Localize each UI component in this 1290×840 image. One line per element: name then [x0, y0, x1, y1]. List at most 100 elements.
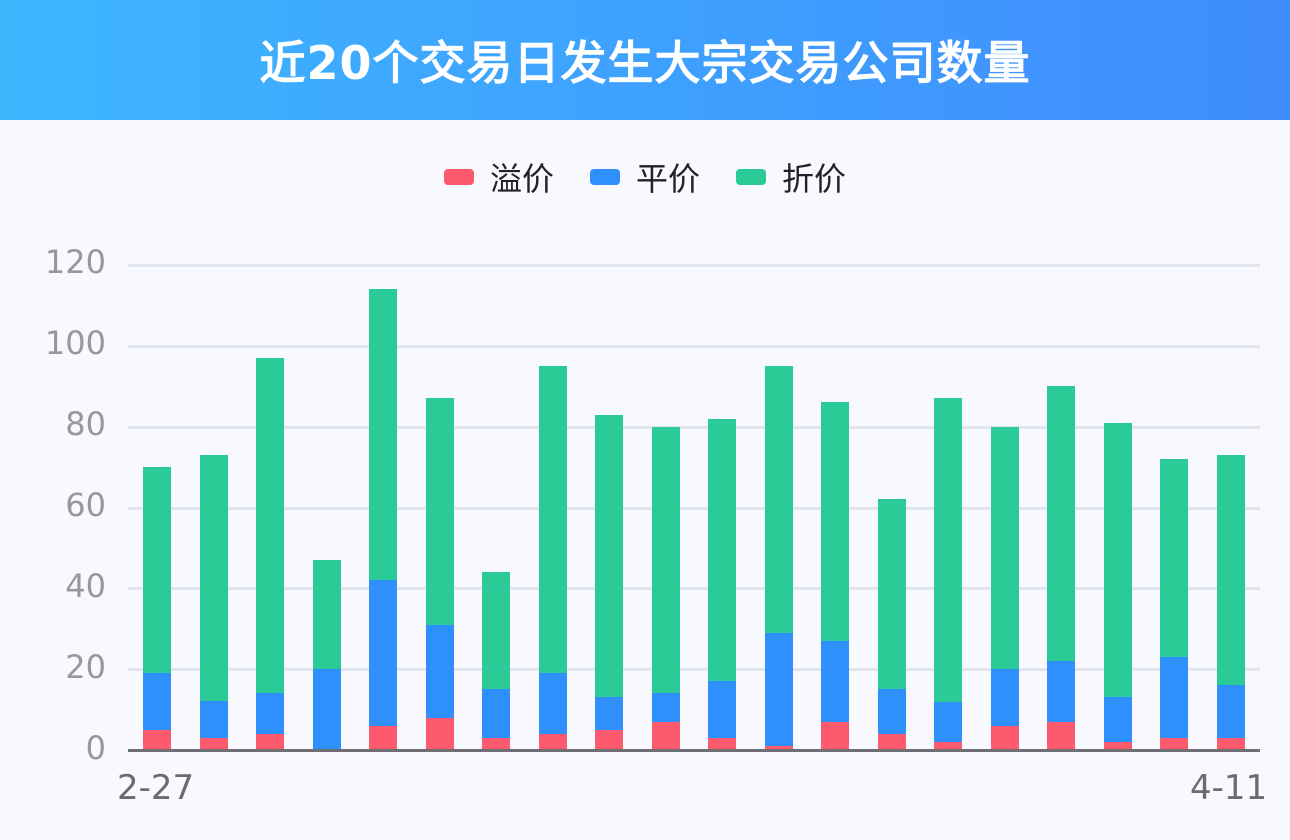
gridline [128, 264, 1260, 267]
bar-segment-par[interactable] [595, 697, 624, 730]
gridline [128, 506, 1260, 510]
bar-segment-premium[interactable] [1047, 721, 1076, 750]
bar-segment-par[interactable] [934, 701, 963, 742]
bar-segment-discount[interactable] [764, 366, 793, 633]
chart-title: 近20个交易日发生大宗交易公司数量 [259, 36, 1031, 90]
gridline [128, 668, 1260, 672]
bar-segment-discount[interactable] [708, 418, 737, 682]
legend-swatch-premium [443, 169, 474, 185]
bar-segment-premium[interactable] [143, 729, 171, 750]
bar-stack[interactable] [425, 398, 454, 750]
bar-segment-par[interactable] [199, 701, 228, 738]
bar-stack[interactable] [143, 467, 171, 750]
bar-stack[interactable] [482, 572, 511, 750]
bar-segment-par[interactable] [708, 681, 737, 738]
bar-stack[interactable] [538, 366, 567, 750]
bar-segment-premium[interactable] [764, 745, 793, 750]
bar-segment-premium[interactable] [821, 721, 850, 750]
y-tick-label: 40 [65, 567, 106, 605]
bar-segment-par[interactable] [538, 673, 567, 734]
bar-segment-premium[interactable] [877, 733, 906, 750]
bar-stack[interactable] [312, 560, 341, 750]
bar-segment-discount[interactable] [425, 398, 454, 625]
y-tick-label: 100 [44, 324, 106, 362]
bar-stack[interactable] [1103, 422, 1132, 750]
bar-segment-discount[interactable] [369, 289, 398, 581]
bar-segment-discount[interactable] [934, 398, 963, 702]
bar-segment-par[interactable] [143, 673, 171, 730]
gridline [128, 344, 1260, 348]
bar-stack[interactable] [877, 499, 906, 750]
bar-stack[interactable] [1217, 454, 1245, 750]
bar-stack[interactable] [199, 454, 228, 750]
bar-stack[interactable] [256, 357, 285, 750]
bar-segment-discount[interactable] [651, 426, 680, 694]
bar-segment-premium[interactable] [369, 725, 398, 750]
x-tick-label-end: 4-11 [1190, 768, 1268, 808]
bar-segment-discount[interactable] [1047, 386, 1076, 662]
bar-segment-discount[interactable] [199, 454, 228, 702]
bar-segment-premium[interactable] [256, 733, 285, 750]
bar-stack[interactable] [1160, 459, 1189, 750]
legend-item-par[interactable]: 平价 [589, 154, 700, 200]
bar-segment-par[interactable] [651, 693, 680, 722]
bar-segment-par[interactable] [312, 669, 341, 750]
bar-segment-discount[interactable] [821, 402, 850, 641]
bar-segment-premium[interactable] [595, 729, 624, 750]
bar-stack[interactable] [934, 398, 963, 750]
bar-segment-premium[interactable] [1217, 737, 1245, 750]
bar-segment-discount[interactable] [1103, 422, 1132, 698]
bar-segment-premium[interactable] [934, 741, 963, 750]
legend-swatch-discount [736, 169, 766, 185]
bar-stack[interactable] [821, 402, 850, 750]
bar-segment-discount[interactable] [312, 560, 341, 670]
legend-item-premium[interactable]: 溢价 [443, 154, 554, 200]
bar-segment-premium[interactable] [708, 737, 737, 750]
bar-segment-discount[interactable] [482, 572, 511, 690]
bar-segment-premium[interactable] [538, 733, 567, 750]
bar-stack[interactable] [369, 289, 398, 750]
bar-segment-par[interactable] [1160, 657, 1189, 738]
bar-segment-premium[interactable] [199, 737, 228, 750]
y-tick-label: 0 [85, 729, 106, 767]
chart-header: 近20个交易日发生大宗交易公司数量 [0, 0, 1290, 120]
bar-stack[interactable] [651, 426, 680, 750]
bar-stack[interactable] [990, 426, 1019, 750]
legend-label: 平价 [635, 160, 700, 198]
bar-segment-premium[interactable] [990, 725, 1019, 750]
bar-stack[interactable] [1047, 386, 1076, 750]
legend-item-discount[interactable]: 折价 [736, 154, 846, 200]
bar-segment-par[interactable] [821, 640, 850, 722]
gridline [128, 587, 1260, 591]
y-tick-label: 60 [65, 486, 106, 524]
bar-segment-premium[interactable] [482, 737, 511, 750]
bar-segment-par[interactable] [425, 624, 454, 718]
x-axis [128, 749, 1260, 752]
y-tick-label: 120 [44, 243, 106, 281]
bar-segment-par[interactable] [482, 689, 511, 738]
bar-segment-par[interactable] [764, 632, 793, 746]
bar-segment-discount[interactable] [990, 426, 1019, 670]
bar-segment-premium[interactable] [1103, 741, 1132, 750]
bar-segment-discount[interactable] [143, 467, 171, 674]
bar-segment-par[interactable] [1217, 685, 1245, 738]
bar-segment-discount[interactable] [1217, 454, 1245, 686]
bar-segment-par[interactable] [1103, 697, 1132, 742]
bar-segment-discount[interactable] [256, 357, 285, 694]
bar-stack[interactable] [595, 414, 624, 750]
bar-segment-par[interactable] [990, 669, 1019, 726]
bar-segment-discount[interactable] [538, 366, 567, 674]
bar-segment-discount[interactable] [1160, 459, 1189, 658]
bar-segment-par[interactable] [256, 693, 285, 734]
bar-segment-par[interactable] [1047, 661, 1076, 722]
bar-segment-discount[interactable] [877, 499, 906, 690]
bar-segment-discount[interactable] [595, 414, 624, 698]
bar-segment-premium[interactable] [1160, 737, 1189, 750]
bar-segment-premium[interactable] [425, 717, 454, 750]
bar-segment-par[interactable] [877, 689, 906, 734]
bar-stack[interactable] [764, 366, 793, 750]
bar-segment-par[interactable] [369, 580, 398, 726]
bar-stack[interactable] [708, 418, 737, 750]
bar-segment-premium[interactable] [651, 721, 680, 750]
